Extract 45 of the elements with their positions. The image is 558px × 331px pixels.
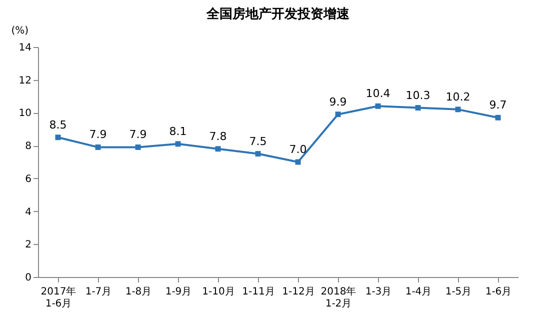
y-axis-title: (%) xyxy=(11,26,29,36)
point xyxy=(55,134,61,140)
y-tick-label: 14 xyxy=(18,42,32,54)
y-tick-label: 2 xyxy=(25,240,32,251)
y-tick-label: 12 xyxy=(18,75,32,86)
data-label: 7.8 xyxy=(209,130,227,143)
point xyxy=(215,146,221,152)
point xyxy=(415,105,421,111)
x-tick-label: 2018年 1-2月 xyxy=(320,286,356,310)
y-tick-label: 8 xyxy=(25,141,32,152)
x-tick-label: 1-9月 xyxy=(165,286,192,298)
chart-title: 全国房地产开发投资增速 xyxy=(206,6,350,22)
x-tick-label: 1-12月 xyxy=(282,286,315,298)
point xyxy=(135,144,141,150)
data-label: 10.2 xyxy=(446,90,470,104)
data-label: 10.4 xyxy=(366,87,390,100)
y-tick-label: 6 xyxy=(25,174,32,185)
x-tick-label: 1-4月 xyxy=(405,286,432,298)
point xyxy=(455,106,461,112)
data-label: 10.3 xyxy=(406,88,430,102)
x-tick-label: 2017年 1-6月 xyxy=(40,286,76,310)
data-label: 8.5 xyxy=(49,118,67,132)
data-label: 7.9 xyxy=(129,128,147,142)
x-tick-label: 1-8月 xyxy=(125,286,152,298)
data-label: 7.0 xyxy=(289,143,307,156)
x-tick-label: 1-10月 xyxy=(202,286,235,298)
x-tick-label: 1-3月 xyxy=(365,286,392,298)
data-label: 7.5 xyxy=(249,134,267,148)
data-label: 9.7 xyxy=(489,98,507,112)
x-tick-label: 1-11月 xyxy=(242,286,275,298)
point xyxy=(95,144,101,150)
data-label: 8.1 xyxy=(169,124,187,138)
point xyxy=(495,114,501,120)
y-tick-label: 10 xyxy=(18,108,32,120)
data-label: 9.9 xyxy=(329,95,347,108)
point xyxy=(375,103,381,109)
y-tick-label: 4 xyxy=(25,206,32,218)
x-tick-label: 1-7月 xyxy=(85,286,112,298)
point xyxy=(335,112,341,118)
x-tick-label: 1-5月 xyxy=(445,286,472,298)
x-tick-label: 1-6月 xyxy=(485,286,512,298)
point xyxy=(175,141,181,147)
data-label: 7.9 xyxy=(89,128,107,142)
y-tick-label: 0 xyxy=(25,272,32,284)
point xyxy=(255,151,261,157)
